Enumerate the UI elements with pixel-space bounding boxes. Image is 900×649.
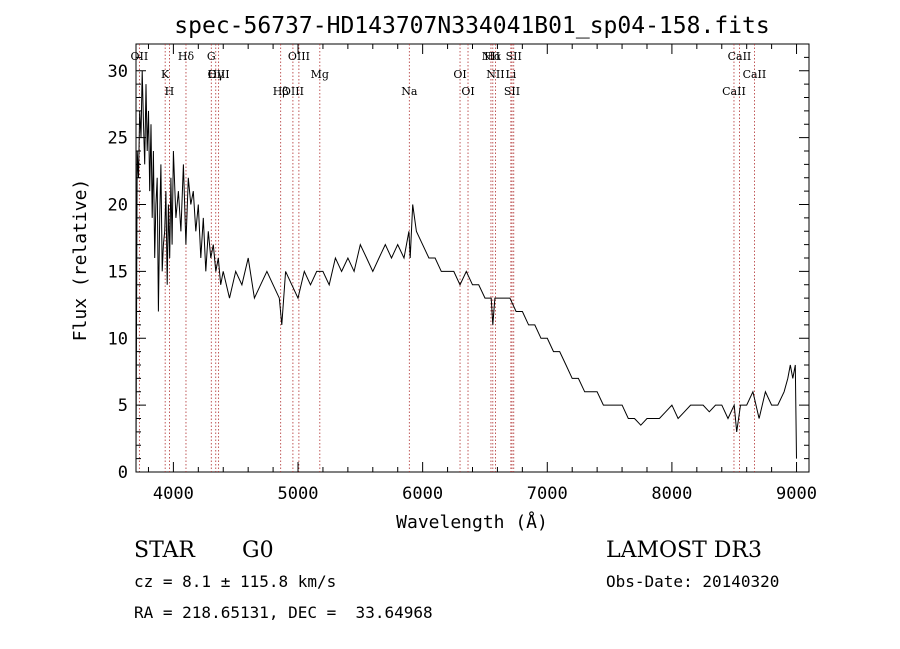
- line-label-12: OIII: [288, 50, 310, 63]
- line-label-4: K: [161, 68, 170, 81]
- line-label-0: Hδ: [178, 50, 195, 63]
- y-tick-label-0: 0: [118, 463, 128, 483]
- line-label-9: OII: [131, 50, 149, 63]
- spectral-line-markers: [138, 44, 755, 472]
- line-label-5: H: [165, 85, 175, 98]
- y-axis-label: Flux (relative): [70, 179, 91, 342]
- y-tick-label-1: 5: [118, 396, 128, 416]
- x-tick-label-1: 5000: [278, 484, 319, 504]
- line-label-22: CaII: [743, 68, 767, 81]
- y-tick-label-6: 30: [108, 62, 128, 82]
- object-class: STAR: [134, 538, 195, 563]
- line-label-11: OIII: [282, 85, 304, 98]
- line-label-14: OI: [461, 85, 474, 98]
- x-tick-label-2: 6000: [402, 484, 443, 504]
- redshift-value: cz = 8.1 ± 115.8 km/s: [134, 572, 337, 591]
- line-label-20: CaII: [722, 85, 746, 98]
- plot-frame: [135, 43, 810, 473]
- survey-name: LAMOST DR3: [606, 538, 762, 563]
- x-tick-label-3: 7000: [527, 484, 568, 504]
- axis-ticks: 4000 5000 6000 7000 8000 9000 0 5 10 15 20 25 30: [108, 44, 817, 504]
- x-axis-label: Wavelength (Å): [396, 511, 548, 533]
- x-tick-label-4: 8000: [651, 484, 692, 504]
- x-tick-label-5: 9000: [776, 484, 817, 504]
- line-label-10: OIII: [208, 68, 230, 81]
- y-tick-label-4: 20: [108, 196, 128, 216]
- line-label-16: NII: [486, 68, 504, 81]
- y-tick-label-2: 10: [108, 329, 128, 349]
- x-tick-label-0: 4000: [153, 484, 194, 504]
- line-label-17: SII: [504, 85, 520, 98]
- line-label-19: Li: [505, 68, 516, 81]
- y-tick-label-5: 25: [108, 129, 128, 149]
- spectral-line-labels: Hδ Hγ Hβ Hα KH G Mg Na OII OIII OIII OIII OI OI NII NII…: [131, 50, 767, 98]
- chart-title: spec-56737-HD143707N334041B01_sp04-158.f…: [174, 13, 769, 39]
- line-label-21: CaII: [728, 50, 752, 63]
- line-label-2: Hβ: [273, 85, 289, 98]
- line-label-8: Na: [401, 85, 418, 98]
- coordinates: RA = 218.65131, DEC = 33.64968: [134, 603, 433, 622]
- object-subclass: G0: [242, 538, 274, 563]
- observation-date: Obs-Date: 20140320: [606, 572, 780, 591]
- line-label-1: Hγ: [208, 68, 225, 81]
- line-label-18: SII: [506, 50, 522, 63]
- line-label-6: G: [207, 50, 216, 63]
- line-label-15: NII: [482, 50, 500, 63]
- line-label-13: OI: [453, 68, 466, 81]
- line-label-7: Mg: [311, 68, 329, 81]
- y-tick-label-3: 15: [108, 262, 128, 282]
- spectrum-line: [135, 70, 797, 459]
- line-label-3: Hα: [484, 50, 502, 63]
